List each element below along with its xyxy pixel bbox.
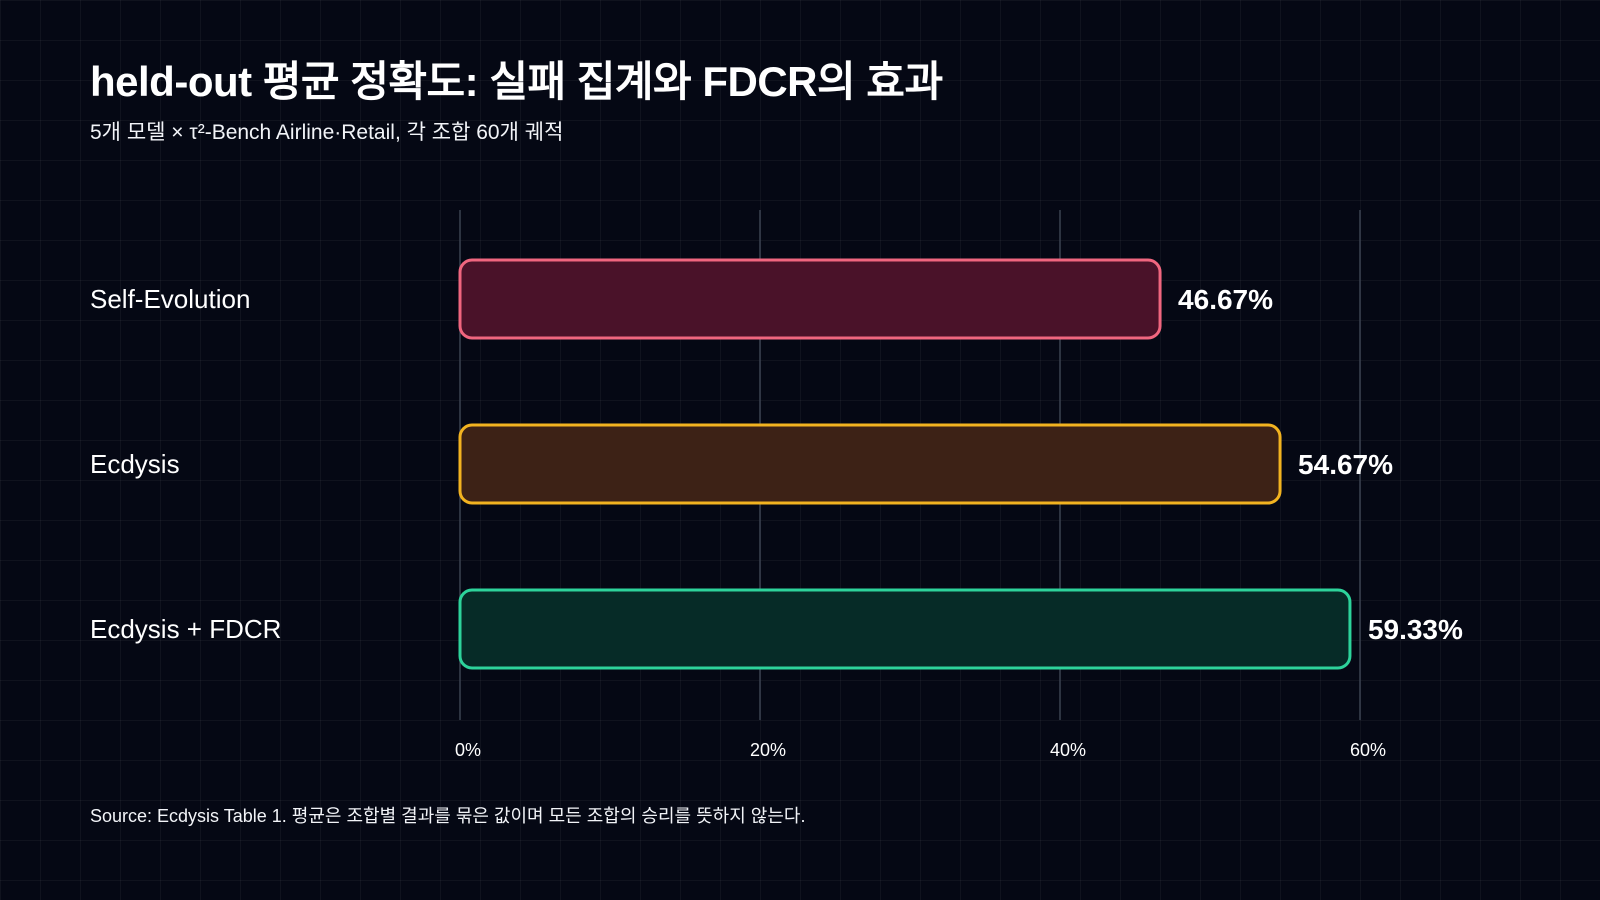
category-label: Ecdysis: [90, 449, 180, 479]
value-label: 46.67%: [1178, 284, 1273, 315]
labels: Self-Evolution 46.67% Ecdysis 54.67% Ecdysis…: [90, 284, 1463, 645]
category-label: Ecdysis + FDCR: [90, 614, 281, 644]
chart-subtitle: 5개 모델 × τ²-Bench Airline·Retail, 각 조합 60…: [90, 121, 564, 144]
bar-ecdysis-fdcr: [458, 588, 1352, 670]
chart-title: held-out 평균 정확도: 실패 집계와 FDCR의 효과: [90, 58, 943, 105]
category-label: Self-Evolution: [90, 284, 250, 314]
value-label: 59.33%: [1368, 614, 1463, 645]
x-tick-label: 20%: [750, 740, 786, 760]
x-axis-ticks: 0% 20% 40% 60%: [455, 740, 1386, 760]
bars: [458, 258, 1352, 670]
x-tick-label: 0%: [455, 740, 481, 760]
source-note: Source: Ecdysis Table 1. 평균은 조합별 결과를 묶은 …: [90, 806, 806, 826]
x-tick-label: 40%: [1050, 740, 1086, 760]
x-tick-label: 60%: [1350, 740, 1386, 760]
value-label: 54.67%: [1298, 449, 1393, 480]
bar-self-evolution: [458, 258, 1162, 340]
bar-ecdysis: [458, 423, 1282, 505]
